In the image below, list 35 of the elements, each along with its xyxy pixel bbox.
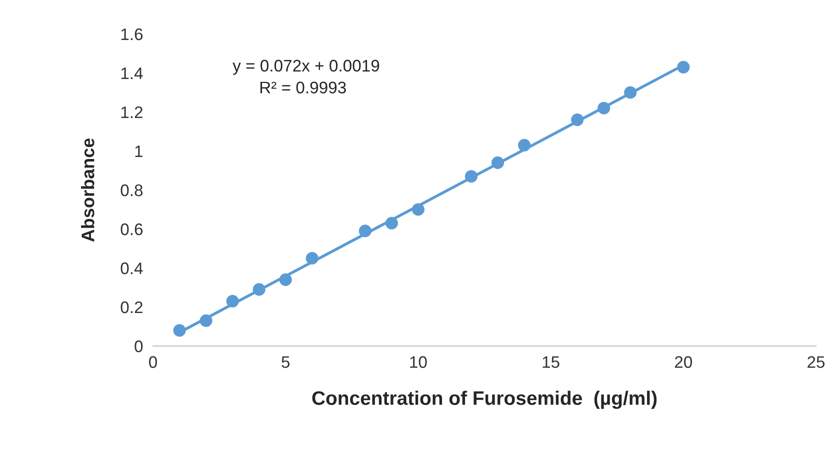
point (464, 170, 478, 183)
y-tick-label: 0.6 (120, 223, 143, 236)
y-axis-title: Absorbance (81, 138, 94, 242)
annotation: R² = 0.9993 (260, 82, 346, 94)
x-tick-label: 10 (410, 356, 427, 368)
y-tick-label: 1 (135, 146, 142, 158)
y-tick-label: 0.2 (120, 301, 142, 314)
point (252, 283, 266, 296)
point (412, 203, 424, 216)
point (279, 273, 292, 286)
point (491, 156, 504, 169)
point (624, 86, 637, 99)
point (677, 60, 690, 74)
y-tick-label: 1.2 (121, 106, 142, 118)
point (200, 314, 212, 327)
y-tick-label: 0 (134, 340, 143, 352)
x-tick-label: 20 (674, 356, 692, 368)
point (226, 294, 239, 308)
point (306, 252, 318, 265)
point (358, 224, 372, 238)
point (518, 138, 531, 152)
x-tick-label: 5 (282, 356, 290, 368)
y-tick-label: 0.8 (120, 184, 143, 196)
y-tick-label: 1.6 (121, 28, 143, 40)
point (385, 216, 398, 230)
point (571, 114, 584, 126)
y-tick-label: 1.4 (121, 68, 143, 80)
y-tick-label: 0.4 (120, 262, 143, 274)
x-axis-title: Concentration of Furosemide (µg/ml) (312, 390, 657, 409)
point (173, 324, 186, 337)
x-tick-label: 0 (149, 356, 157, 368)
annotation: y = 0.072x + 0.0019 (232, 60, 380, 75)
point (598, 102, 610, 114)
x-tick-label: 25 (808, 356, 825, 368)
x-tick-label: 15 (542, 356, 560, 368)
